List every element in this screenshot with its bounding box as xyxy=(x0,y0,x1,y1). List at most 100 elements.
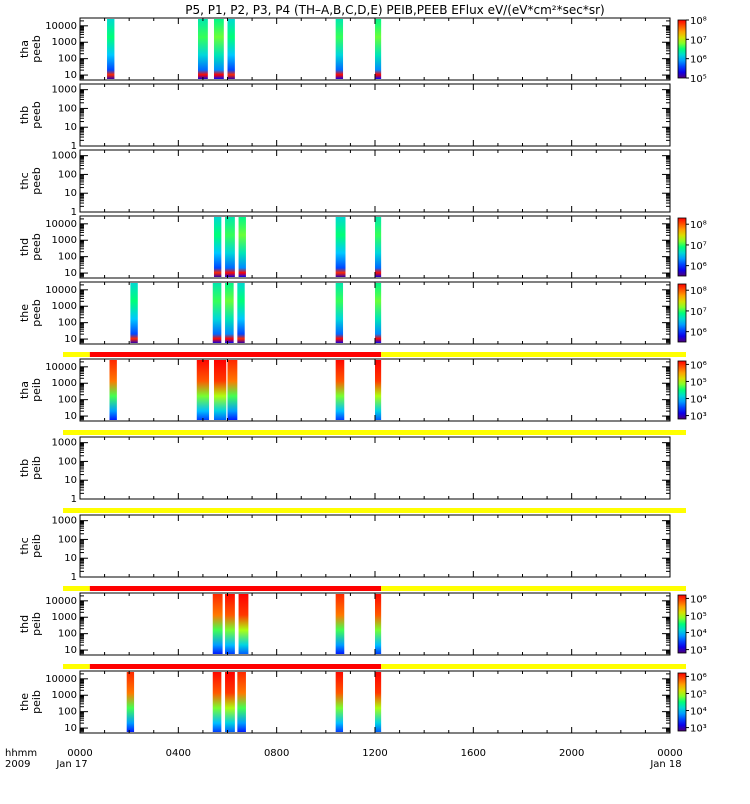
data-burst xyxy=(375,217,382,277)
colorbar-label: 10³ xyxy=(690,724,707,735)
panel-instrument-label: peeb xyxy=(30,299,43,327)
panel-instrument-label: peeb xyxy=(30,35,43,63)
colorbar-label: 10⁶ xyxy=(690,328,707,339)
y-tick-label: 1000 xyxy=(52,85,77,96)
y-tick-label: 10000 xyxy=(45,21,77,32)
panel-frame xyxy=(79,83,671,147)
x-axis-year: 2009 xyxy=(5,759,30,770)
data-burst xyxy=(237,283,245,343)
x-axis: hhmm 2009 Jan 17 Jan 18 0000 0400 0800 1200… xyxy=(5,748,683,770)
colorbar-label: 10⁵ xyxy=(690,689,707,700)
data-burst xyxy=(130,283,138,343)
data-burst xyxy=(198,19,208,79)
colorbar-label: 10⁶ xyxy=(690,672,707,683)
chart-title: P5, P1, P2, P3, P4 (TH–A,B,C,D,E) PEIB,P… xyxy=(185,3,604,17)
colorbar-label: 10⁴ xyxy=(690,395,707,406)
data-burst xyxy=(335,283,344,343)
x-axis-label: hhmm xyxy=(5,748,37,759)
status-bar-yellow xyxy=(381,586,686,591)
y-tick-label: 100 xyxy=(58,318,77,329)
data-burst xyxy=(213,217,222,277)
y-tick-label: 10 xyxy=(64,411,77,422)
colorbar-label: 10⁷ xyxy=(690,307,707,318)
panel-thc-peib: 1 10 100 1000 thc peib xyxy=(18,508,686,583)
y-tick-label: 100 xyxy=(58,707,77,718)
panel-probe-label: thd xyxy=(18,615,31,633)
y-tick-label: 100 xyxy=(58,629,77,640)
y-tick-label: 100 xyxy=(58,169,77,180)
x-axis-date-end: Jan 18 xyxy=(649,759,681,770)
y-tick-label: 1000 xyxy=(52,301,77,312)
panel-instrument-label: peib xyxy=(30,612,43,636)
colorbar-label: 10⁶ xyxy=(690,360,707,371)
data-burst xyxy=(238,217,246,277)
data-burst xyxy=(335,19,344,79)
colorbar-label: 10⁷ xyxy=(690,241,707,252)
y-tick-label: 10 xyxy=(64,268,77,279)
y-tick-label: 1000 xyxy=(52,235,77,246)
data-burst xyxy=(212,283,222,343)
status-bar-yellow-left xyxy=(63,352,90,357)
y-tick-label: 10000 xyxy=(45,596,77,607)
x-tick-label: 2000 xyxy=(559,748,584,759)
data-burst xyxy=(212,594,223,654)
x-tick-label: 1200 xyxy=(362,748,387,759)
data-burst xyxy=(335,594,345,654)
y-tick-label: 10 xyxy=(64,475,77,486)
panel-tha-peeb: 10 100 1000 10000 tha peeb 10⁵ 10⁶ 10⁷ 10⁸ xyxy=(18,16,707,85)
data-burst xyxy=(335,672,344,732)
data-burst xyxy=(213,360,227,420)
colorbar xyxy=(677,672,687,732)
panel-probe-label: the xyxy=(18,304,31,322)
colorbar-label: 10⁵ xyxy=(690,74,707,85)
y-tick-label: 10 xyxy=(64,122,77,133)
colorbar xyxy=(677,283,687,343)
panel-instrument-label: peib xyxy=(30,456,43,480)
colorbar xyxy=(677,360,687,420)
y-tick-label: 1000 xyxy=(52,37,77,48)
data-burst xyxy=(335,360,345,420)
x-axis-date-start: Jan 17 xyxy=(55,759,87,770)
data-burst xyxy=(238,594,249,654)
data-burst xyxy=(227,19,235,79)
panel-probe-label: thd xyxy=(18,238,31,256)
y-tick-label: 10000 xyxy=(45,285,77,296)
data-burst xyxy=(126,672,135,732)
y-tick-label: 1 xyxy=(71,494,77,505)
status-bar-yellow xyxy=(381,664,686,669)
y-tick-label: 1 xyxy=(71,141,77,152)
panel-instrument-label: peeb xyxy=(30,167,43,195)
panel-instrument-label: peib xyxy=(30,534,43,558)
status-bar-yellow-left xyxy=(63,664,90,669)
data-burst xyxy=(225,672,235,732)
x-tick-label: 0400 xyxy=(166,748,191,759)
panel-tha-peib: 10 100 1000 10000 tha peib 10³ 10⁴ 10⁵ 10⁶ xyxy=(18,352,707,423)
panel-instrument-label: peib xyxy=(30,378,43,402)
colorbar-label: 10³ xyxy=(690,646,707,657)
colorbar-label: 10³ xyxy=(690,412,707,423)
colorbar xyxy=(677,217,687,277)
data-burst xyxy=(213,19,224,79)
panel-instrument-label: peeb xyxy=(30,101,43,129)
data-burst xyxy=(375,360,382,420)
panel-thb-peeb: 1 10 100 1000 thb peeb xyxy=(18,83,671,152)
data-burst xyxy=(225,594,235,654)
panel-the-peib: 10 100 1000 10000 the peib 10³ 10⁴ 10⁵ 10⁶ xyxy=(18,664,707,735)
panel-instrument-label: peeb xyxy=(30,233,43,261)
y-tick-label: 1000 xyxy=(52,438,77,449)
panel-thb-peib: 1 10 100 1000 thb peib xyxy=(18,430,686,505)
y-tick-label: 100 xyxy=(58,54,77,65)
colorbar-label: 10⁶ xyxy=(690,55,707,66)
panel-the-peeb: 10 100 1000 10000 the peeb 10⁶ 10⁷ 10⁸ xyxy=(18,281,707,345)
x-tick-label: 1600 xyxy=(461,748,486,759)
panel-probe-label: thb xyxy=(18,459,31,477)
y-tick-label: 10 xyxy=(64,723,77,734)
data-burst xyxy=(375,672,382,732)
y-tick-label: 100 xyxy=(58,534,77,545)
panel-frame xyxy=(79,436,671,500)
y-tick-label: 10000 xyxy=(45,674,77,685)
data-burst xyxy=(375,19,382,79)
y-tick-label: 100 xyxy=(58,395,77,406)
